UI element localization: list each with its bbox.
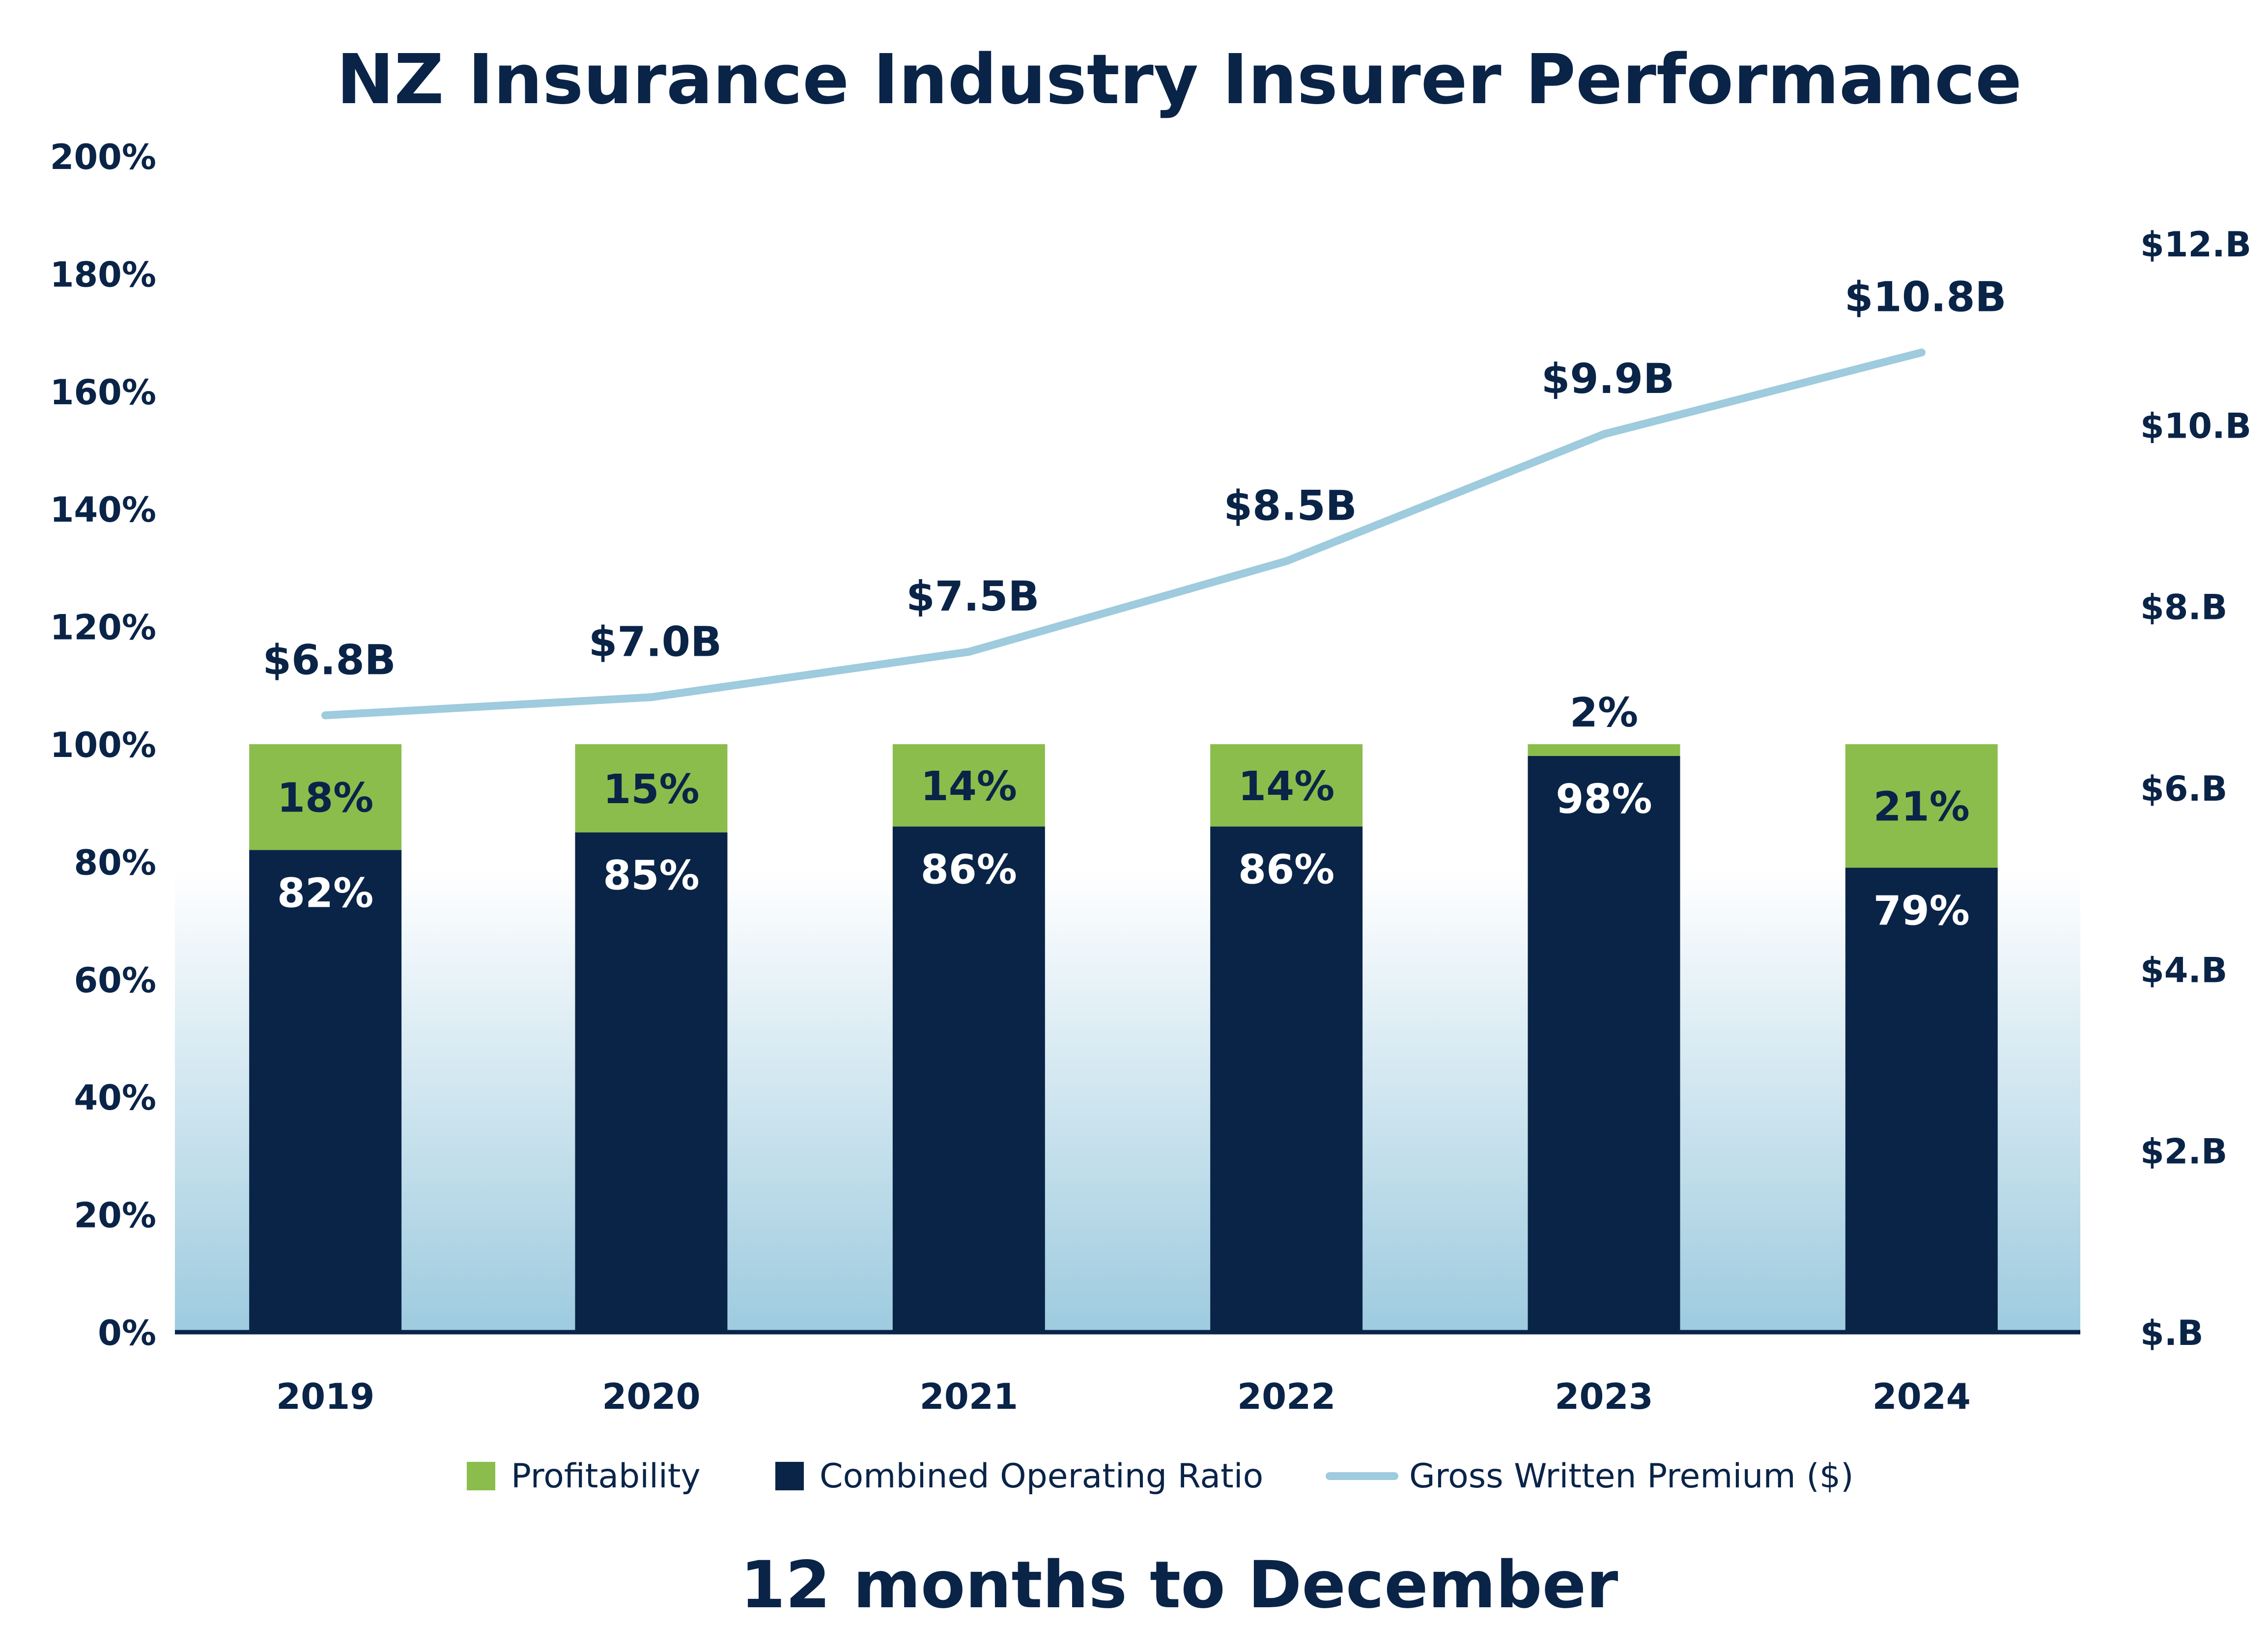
bar-layer (249, 744, 1998, 1332)
x-axis-ticks: 2019 2020 2021 2022 2023 2024 (276, 1376, 1971, 1417)
x-tick-label: 2019 (276, 1376, 374, 1417)
gwp-point-layer (321, 348, 1926, 720)
y2-tick-label: $.B (2140, 1313, 2204, 1353)
legend-swatch-combined-operating-ratio (775, 1462, 804, 1490)
bar-label-combined-operating-ratio: 82% (277, 870, 373, 917)
bar-combined-operating-ratio (1845, 867, 1998, 1332)
gwp-point (647, 693, 655, 701)
gwp-point (1600, 430, 1608, 438)
bar-combined-operating-ratio (1528, 755, 1680, 1332)
legend-label-combined-operating-ratio: Combined Operating Ratio (820, 1457, 1263, 1496)
x-tick-label: 2020 (602, 1376, 700, 1417)
bar-label-profitability: 14% (1238, 763, 1334, 810)
gwp-data-label: $7.5B (906, 572, 1039, 620)
bar-profitability (892, 744, 1045, 827)
bar-label-profitability: 18% (277, 775, 373, 822)
y-tick-label: 200% (50, 137, 156, 177)
right-axis-ticks: $.B $2.B $4.B $6.B $8.B $10.B $12.B (2140, 224, 2251, 1353)
gwp-data-label: $7.0B (589, 617, 722, 666)
bar-label-profitability: 2% (1570, 690, 1638, 736)
y2-tick-label: $4.B (2140, 950, 2227, 990)
x-axis-title: 12 months to December (740, 1547, 1618, 1623)
bar-label-profitability: 14% (921, 763, 1017, 810)
gwp-point (1282, 557, 1291, 565)
bar-profitability (575, 744, 728, 833)
bar-label-profitability: 21% (1873, 784, 1970, 831)
x-tick-label: 2023 (1555, 1376, 1653, 1417)
gwp-point (321, 711, 330, 720)
bar-label-combined-operating-ratio: 86% (1238, 847, 1334, 894)
gwp-point (964, 648, 973, 656)
y-tick-label: 120% (50, 608, 156, 648)
bar-label-combined-operating-ratio: 79% (1873, 888, 1970, 934)
y2-tick-label: $10.B (2140, 406, 2251, 446)
y2-tick-label: $12.B (2140, 224, 2251, 265)
bar-profitability (1528, 744, 1680, 756)
bar-combined-operating-ratio (249, 850, 402, 1332)
legend: Profitability Combined Operating Ratio G… (467, 1457, 1854, 1496)
legend-label-gross-written-premium: Gross Written Premium ($) (1409, 1457, 1854, 1496)
chart-title: NZ Insurance Industry Insurer Performanc… (337, 40, 2022, 120)
gwp-data-label: $6.8B (263, 636, 396, 684)
x-tick-label: 2021 (920, 1376, 1018, 1417)
y-tick-label: 100% (50, 725, 156, 765)
bar-combined-operating-ratio (575, 832, 728, 1332)
gwp-data-label: $10.8B (1844, 273, 2007, 321)
bar-combined-operating-ratio (892, 826, 1045, 1332)
gwp-point (1917, 348, 1926, 357)
bar-profitability (1210, 744, 1363, 827)
plot-background (175, 869, 2080, 1331)
bar-profitability (1845, 744, 1998, 868)
legend-swatch-profitability (467, 1462, 495, 1490)
bar-label-combined-operating-ratio: 86% (921, 847, 1017, 894)
x-tick-label: 2022 (1237, 1376, 1335, 1417)
y2-tick-label: $8.B (2140, 587, 2227, 628)
bar-profitability (249, 744, 402, 850)
y-tick-label: 140% (50, 490, 156, 530)
bar-label-layer: 18% 82% 15% 85% 14% 86% 14% 86% 2% 98% 21% 79% (277, 690, 1970, 934)
y-tick-label: 180% (50, 254, 156, 295)
gwp-data-label: $9.9B (1541, 355, 1674, 403)
bar-label-profitability: 15% (603, 766, 699, 813)
y-tick-label: 20% (74, 1196, 156, 1236)
y-tick-label: 80% (74, 842, 156, 883)
bar-combined-operating-ratio (1210, 826, 1363, 1332)
y-tick-label: 160% (50, 372, 156, 413)
y2-tick-label: $6.B (2140, 769, 2227, 809)
left-axis-ticks: 0% 20% 40% 60% 80% 100% 120% 140% 160% 180% 200% (50, 137, 156, 1353)
y-tick-label: 40% (74, 1078, 156, 1118)
y-tick-label: 0% (98, 1313, 156, 1353)
legend-label-profitability: Profitability (511, 1457, 701, 1496)
bar-label-combined-operating-ratio: 85% (603, 853, 699, 899)
y-tick-label: 60% (74, 960, 156, 1001)
gwp-line (321, 348, 1926, 720)
y2-tick-label: $2.B (2140, 1132, 2227, 1172)
gwp-label-layer: $6.8B $7.0B $7.5B $8.5B $9.9B $10.8B (263, 273, 2007, 684)
gwp-data-label: $8.5B (1224, 481, 1357, 530)
bar-label-combined-operating-ratio: 98% (1556, 776, 1652, 823)
x-tick-label: 2024 (1872, 1376, 1971, 1417)
